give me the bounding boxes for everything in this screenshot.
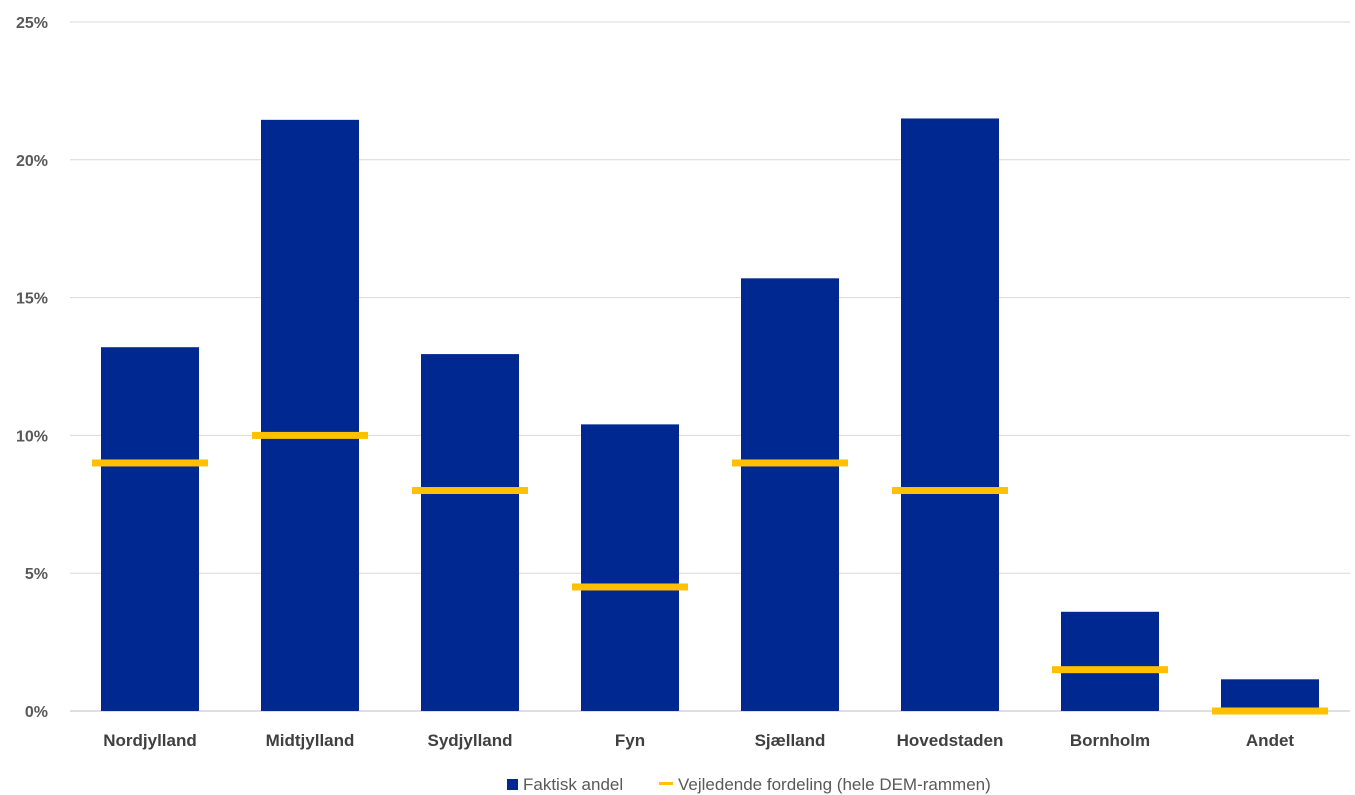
- bar-bornholm: [1061, 611, 1159, 711]
- x-category-label: Sydjylland: [427, 731, 512, 750]
- marker-sydjylland: [412, 487, 528, 495]
- legend-label-bar: Faktisk andel: [523, 775, 623, 794]
- y-tick-label: 25%: [16, 15, 48, 32]
- y-tick-label: 15%: [16, 291, 48, 308]
- x-category-label: Andet: [1246, 731, 1295, 750]
- marker-sjælland: [732, 459, 848, 467]
- bar-midtjylland: [261, 119, 359, 711]
- bars-series: [101, 118, 1319, 711]
- bar-sydjylland: [421, 354, 519, 711]
- bar-andet: [1221, 679, 1319, 711]
- legend-swatch-bar: [507, 779, 518, 790]
- x-category-label: Hovedstaden: [897, 731, 1004, 750]
- y-tick-label: 10%: [16, 428, 48, 445]
- y-tick-label: 0%: [25, 704, 48, 721]
- bar-nordjylland: [101, 347, 199, 711]
- y-tick-label: 5%: [25, 566, 48, 583]
- legend-label-line: Vejledende fordeling (hele DEM-rammen): [678, 775, 991, 794]
- x-category-label: Sjælland: [755, 731, 826, 750]
- marker-bornholm: [1052, 666, 1168, 674]
- x-category-label: Nordjylland: [103, 731, 197, 750]
- guideline-markers: [92, 431, 1328, 715]
- legend: Faktisk andel Vejledende fordeling (hele…: [507, 775, 991, 794]
- x-axis-categories: Nordjylland Midtjylland Sydjylland Fyn Sjæll…: [103, 731, 1294, 750]
- marker-nordjylland: [92, 459, 208, 467]
- marker-fyn: [572, 583, 688, 591]
- x-category-label: Fyn: [615, 731, 645, 750]
- x-category-label: Midtjylland: [266, 731, 355, 750]
- marker-midtjylland: [252, 431, 368, 439]
- y-axis-ticks: 0% 5% 10% 15% 20% 25%: [16, 15, 48, 721]
- bar-hovedstaden: [901, 118, 999, 711]
- bar-sjælland: [741, 278, 839, 711]
- bar-fyn: [581, 424, 679, 711]
- marker-hovedstaden: [892, 487, 1008, 495]
- x-category-label: Bornholm: [1070, 731, 1150, 750]
- y-tick-label: 20%: [16, 153, 48, 170]
- marker-andet: [1212, 707, 1328, 715]
- legend-swatch-line: [659, 782, 673, 785]
